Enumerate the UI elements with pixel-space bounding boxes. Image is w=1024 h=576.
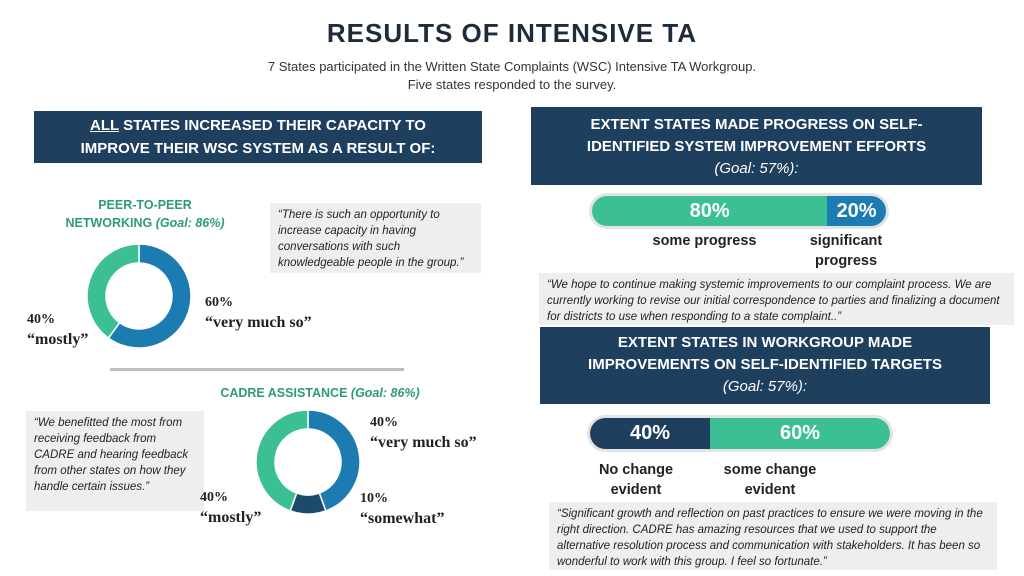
cadre-mostly-label: “mostly”: [200, 509, 262, 526]
peer-slice-very-much-arc: [107, 243, 192, 349]
progress-caption-some: some progress: [652, 233, 757, 249]
targets-heading-line-2: IMPROVEMENTS ON SELF-IDENTIFIED TARGETS: [588, 356, 942, 373]
progress-heading-line-2: IDENTIFIED SYSTEM IMPROVEMENT EFFORTS: [586, 138, 927, 155]
subtitle-line-1: 7 States participated in the Written Sta…: [267, 59, 757, 74]
progress-caption-significant: significant progress: [809, 233, 883, 269]
subtitle-line-2: Five states responded to the survey.: [407, 77, 617, 92]
cadre-slice-mostly-arc: [255, 409, 309, 512]
peer-slice-very-much: 60% “very much so”: [205, 293, 335, 333]
cadre-slice-very-much-arc: [307, 409, 361, 512]
page-title: RESULTS OF INTENSIVE TA: [326, 18, 698, 48]
targets-heading-line-1: EXTENT STATES IN WORKGROUP MADE: [617, 334, 913, 351]
peer-donut-chart: [86, 243, 192, 349]
peer-mostly-percent: 40%: [27, 312, 55, 327]
progress-segment-some: 80%: [592, 196, 828, 226]
cadre-quote: “We benefitted the most from receiving f…: [26, 411, 204, 511]
cadre-goal: (Goal: 86%): [350, 386, 420, 400]
progress-heading-line-1: EXTENT STATES MADE PROGRESS ON SELF-: [590, 116, 923, 133]
page-subtitle: 7 States participated in the Written Sta…: [0, 58, 1024, 94]
progress-segment-significant: 20%: [827, 196, 886, 226]
peer-goal: (Goal: 86%): [155, 216, 225, 230]
progress-bar: 80% 20%: [592, 196, 886, 226]
cadre-somewhat-label: “somewhat”: [360, 510, 445, 527]
targets-caption-no-change: No change evident: [598, 462, 674, 498]
peer-mostly-label: “mostly”: [27, 331, 89, 348]
progress-goal: (Goal: 57%):: [714, 160, 799, 177]
peer-slice-mostly-arc: [86, 243, 140, 340]
peer-slice-mostly: 40% “mostly”: [27, 310, 127, 350]
peer-label-line-1: PEER-TO-PEER: [98, 198, 192, 212]
peer-very-much-label: “very much so”: [205, 314, 312, 331]
targets-segment-some-change: 60%: [710, 418, 890, 449]
cadre-label-text: CADRE ASSISTANCE: [220, 386, 351, 400]
banner-text-1: STATES INCREASED THEIR CAPACITY TO: [118, 117, 426, 134]
cadre-mostly-percent: 40%: [200, 490, 228, 505]
capacity-banner: ALL STATES INCREASED THEIR CAPACITY TO I…: [34, 111, 482, 163]
cadre-slice-mostly: 40% “mostly”: [200, 488, 300, 528]
peer-quote: “There is such an opportunity to increas…: [270, 203, 481, 273]
targets-segment-no-change: 40%: [590, 418, 710, 449]
progress-quote: “We hope to continue making systemic imp…: [539, 273, 1014, 325]
targets-caption-some-change: some change evident: [723, 462, 817, 498]
cadre-somewhat-percent: 10%: [360, 491, 388, 506]
cadre-very-much-percent: 40%: [370, 415, 398, 430]
cadre-very-much-label: “very much so”: [370, 434, 477, 451]
progress-banner: EXTENT STATES MADE PROGRESS ON SELF- IDE…: [531, 107, 982, 185]
targets-goal: (Goal: 57%):: [722, 378, 808, 395]
cadre-donut-chart: [255, 409, 361, 515]
peer-very-much-percent: 60%: [205, 295, 233, 310]
targets-bar: 40% 60%: [590, 418, 890, 449]
peer-networking-label: PEER-TO-PEER NETWORKING (Goal: 86%): [50, 196, 240, 232]
targets-banner: EXTENT STATES IN WORKGROUP MADE IMPROVEM…: [540, 327, 990, 404]
cadre-slice-very-much: 40% “very much so”: [370, 413, 510, 453]
peer-label-line-2: NETWORKING: [65, 216, 156, 230]
section-divider: [110, 368, 404, 371]
cadre-assistance-label: CADRE ASSISTANCE (Goal: 86%): [210, 384, 430, 402]
banner-all-text: ALL: [90, 117, 119, 134]
targets-quote: “Significant growth and reflection on pa…: [549, 502, 997, 570]
banner-text-2: IMPROVE THEIR WSC SYSTEM AS A RESULT OF:: [80, 140, 436, 157]
cadre-slice-somewhat: 10% “somewhat”: [360, 489, 480, 529]
